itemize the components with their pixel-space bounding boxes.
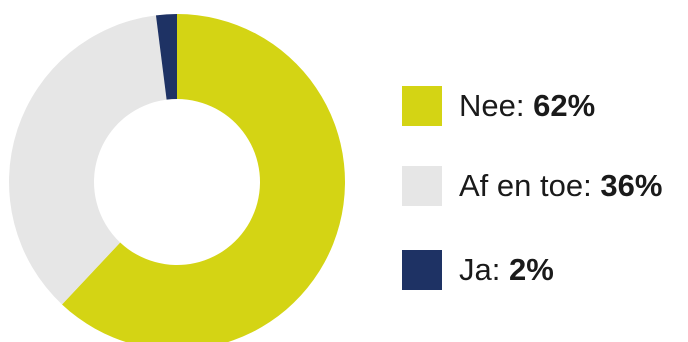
legend-swatch-ja <box>402 250 442 290</box>
donut-chart <box>8 14 345 342</box>
legend-label-af-en-toe: Af en toe: <box>459 168 592 203</box>
legend-value-af-en-toe: 36% <box>600 168 663 203</box>
legend-swatch-af-en-toe <box>402 166 442 206</box>
donut-slice-ja <box>155 14 177 100</box>
donut-slice-nee <box>61 14 345 342</box>
legend-text-af-en-toe: Af en toe: 36% <box>459 166 662 206</box>
donut-slice-af-en-toe <box>8 15 167 305</box>
legend-label-nee: Nee: <box>459 88 525 123</box>
legend-text-ja: Ja: 2% <box>459 250 554 290</box>
legend-text-nee: Nee: 62% <box>459 86 595 126</box>
legend-value-nee: 62% <box>533 88 596 123</box>
legend-value-ja: 2% <box>508 252 554 287</box>
legend-label-ja: Ja: <box>459 252 501 287</box>
legend-swatch-nee <box>402 86 442 126</box>
